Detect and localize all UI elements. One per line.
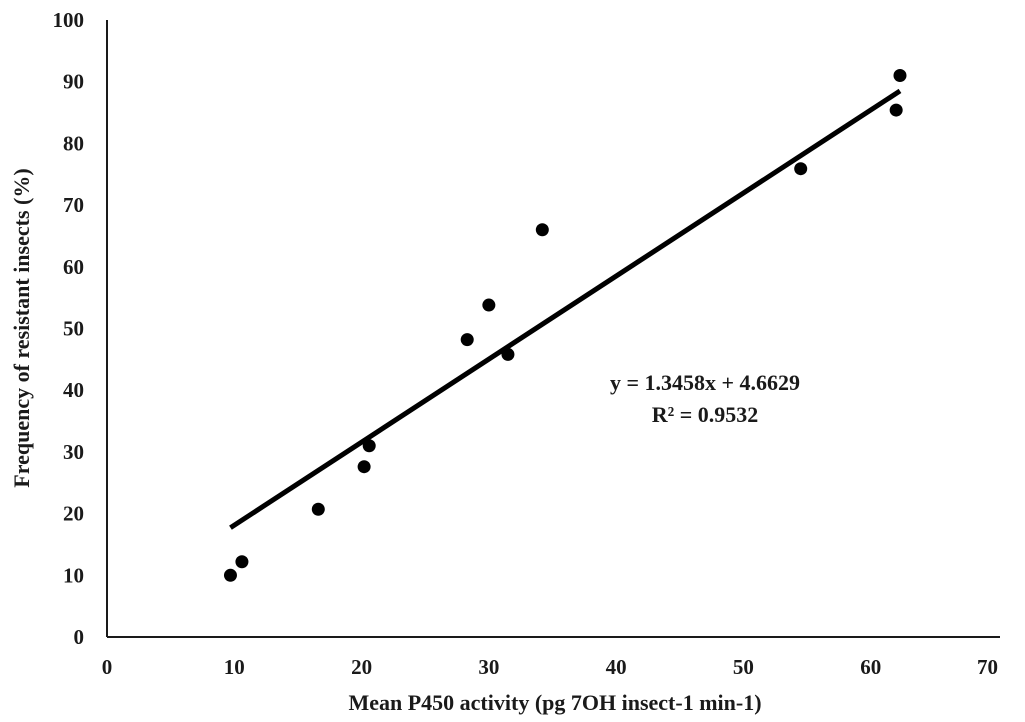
- y-tick-label: 30: [63, 440, 84, 464]
- data-point: [362, 439, 376, 453]
- data-point: [223, 568, 237, 582]
- x-tick-label: 10: [224, 655, 245, 679]
- data-point: [794, 162, 808, 176]
- data-point: [235, 555, 249, 569]
- y-tick-label: 80: [63, 131, 84, 155]
- x-tick-label: 60: [860, 655, 881, 679]
- data-point: [357, 460, 371, 474]
- x-tick-label: 40: [606, 655, 627, 679]
- data-point: [460, 333, 474, 347]
- data-point: [535, 223, 549, 237]
- y-tick-label: 100: [53, 8, 85, 32]
- trendline: [229, 88, 902, 530]
- y-tick-label: 50: [63, 317, 84, 341]
- x-tick-label: 50: [733, 655, 754, 679]
- y-tick-label: 90: [63, 70, 84, 94]
- r-squared-label: R² = 0.9532: [652, 402, 759, 427]
- y-tick-label: 70: [63, 193, 84, 217]
- y-tick-label: 60: [63, 255, 84, 279]
- x-tick-label: 30: [478, 655, 499, 679]
- data-points: [223, 69, 907, 582]
- x-tick-label: 70: [977, 655, 998, 679]
- y-tick-label: 10: [63, 563, 84, 587]
- data-point: [482, 298, 496, 312]
- axes: [106, 20, 1000, 638]
- x-tick-label: 0: [102, 655, 113, 679]
- y-tick-label: 0: [74, 625, 85, 649]
- data-point: [893, 69, 907, 83]
- y-tick-labels: 0 10 20 30 40 50 60 70 80 90 100: [53, 8, 85, 649]
- trendline-equation: y = 1.3458x + 4.6629: [610, 370, 800, 395]
- y-tick-label: 40: [63, 378, 84, 402]
- x-tick-label: 20: [351, 655, 372, 679]
- data-point: [501, 347, 515, 361]
- y-tick-label: 20: [63, 502, 84, 526]
- x-axis-title: Mean P450 activity (pg 7OH insect-1 min-…: [348, 690, 761, 715]
- data-point: [311, 502, 325, 516]
- x-tick-labels: 0 10 20 30 40 50 60 70: [102, 655, 998, 679]
- y-axis-title: Frequency of resistant insects (%): [9, 168, 34, 487]
- data-point: [889, 103, 903, 117]
